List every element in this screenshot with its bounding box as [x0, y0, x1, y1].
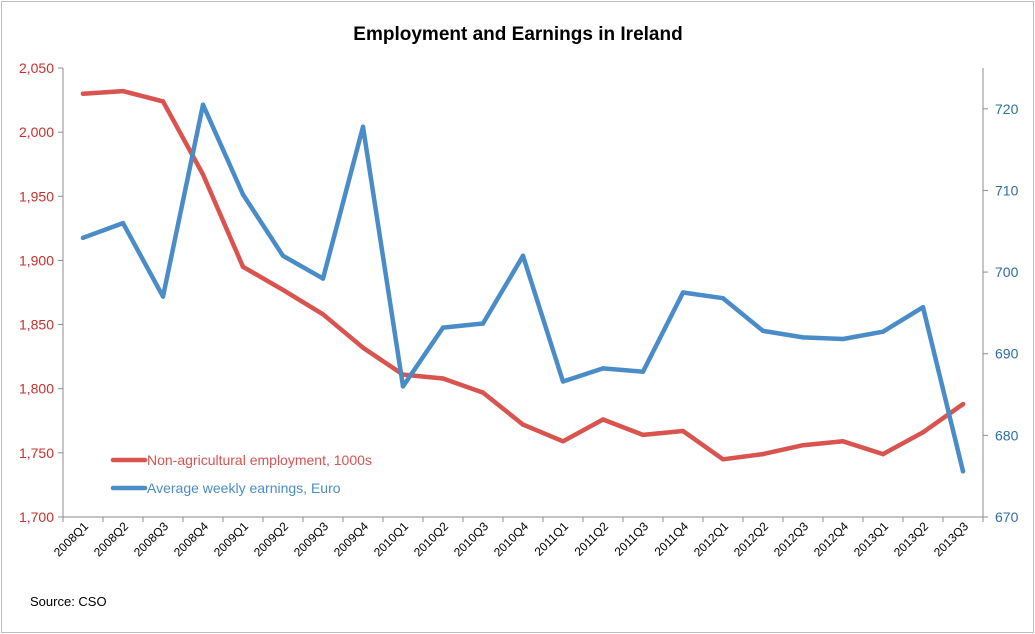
series-1-point — [640, 432, 646, 438]
series-2-point — [920, 304, 926, 310]
series-2-point — [600, 366, 606, 371]
series-line-1 — [80, 88, 966, 462]
series-2-point — [840, 336, 846, 342]
source-note: Source: CSO — [30, 594, 107, 609]
series-1-point — [80, 91, 86, 96]
series-1-point — [120, 88, 126, 94]
series-1-point — [720, 457, 726, 462]
series-1-point — [680, 428, 686, 434]
series-2-point — [160, 294, 166, 299]
x-tick-label: 2009Q4 — [331, 519, 371, 559]
series-2-point — [640, 369, 646, 374]
y-right-tick-label: 680 — [995, 427, 1019, 443]
x-tick-label: 2013Q3 — [931, 519, 971, 559]
series-1-point — [320, 312, 326, 317]
legend-label-2: Average weekly earnings, Euro — [147, 480, 341, 496]
x-tick-label: 2008Q3 — [131, 519, 171, 559]
series-layer — [80, 88, 966, 474]
series-2-point — [720, 296, 726, 301]
x-tick-label: 2010Q3 — [451, 519, 491, 559]
series-1-point — [560, 439, 566, 444]
series-2-point — [760, 328, 766, 334]
x-tick-label: 2012Q4 — [811, 519, 851, 559]
series-2-point — [320, 276, 326, 281]
series-1-point — [480, 390, 486, 395]
series-1-point — [880, 451, 886, 457]
x-tick-label: 2008Q4 — [171, 519, 211, 559]
x-tick-label: 2011Q4 — [652, 519, 692, 559]
y-left-tick-label: 1,800 — [19, 381, 54, 397]
series-1-point — [760, 451, 766, 457]
x-tick-label: 2009Q2 — [251, 519, 291, 559]
series-2-point — [880, 329, 886, 334]
series-2-point — [480, 321, 486, 326]
series-1-point — [360, 345, 366, 350]
y-left-tick-label: 2,050 — [19, 60, 54, 76]
x-tick-label: 2008Q2 — [91, 519, 131, 559]
y-right-tick-label: 690 — [995, 346, 1019, 362]
series-2-point — [200, 102, 206, 107]
series-2-point — [960, 469, 966, 474]
x-tick-label: 2009Q1 — [211, 519, 251, 559]
y-right-tick-label: 670 — [995, 509, 1019, 525]
y-right-tick-label: 700 — [995, 264, 1019, 280]
series-1-point — [960, 401, 966, 407]
x-tick-label: 2013Q1 — [851, 519, 891, 559]
series-1-point — [440, 376, 446, 381]
y-left-tick-label: 1,750 — [19, 445, 54, 461]
x-tick-label: 2013Q2 — [891, 519, 931, 559]
legend-label-1: Non-agricultural employment, 1000s — [147, 452, 372, 468]
y-left-tick-label: 2,000 — [19, 124, 54, 140]
series-1-point — [280, 287, 286, 293]
y-left-tick-label: 1,700 — [19, 509, 54, 525]
series-2-point — [360, 124, 366, 129]
chart-title: Employment and Earnings in Ireland — [353, 24, 682, 45]
y-left-tick-label: 1,900 — [19, 252, 54, 268]
y-left-tick-label: 1,850 — [19, 317, 54, 333]
series-2-point — [440, 325, 446, 330]
series-2-point — [560, 379, 566, 384]
x-tick-label: 2012Q1 — [691, 519, 731, 559]
legend: Non-agricultural employment, 1000s Averag… — [110, 452, 372, 496]
series-2-point — [800, 335, 806, 340]
series-1-point — [800, 442, 806, 448]
y-right-tick-label: 720 — [995, 101, 1019, 117]
series-2-point — [280, 253, 286, 258]
x-tick-label: 2011Q3 — [612, 519, 652, 559]
x-tick-label: 2010Q2 — [411, 519, 451, 559]
series-2-point — [120, 220, 126, 226]
x-tick-label: 2011Q2 — [572, 519, 612, 559]
series-1-point — [840, 439, 846, 444]
series-2-point — [680, 290, 686, 295]
x-tick-label: 2012Q2 — [731, 519, 771, 559]
x-tick-label: 2010Q4 — [491, 519, 531, 559]
x-tick-label: 2010Q1 — [371, 519, 411, 559]
series-2-point — [240, 192, 246, 197]
x-tick-label: 2008Q1 — [51, 519, 91, 559]
series-1-point — [160, 99, 166, 104]
series-1-point — [920, 430, 926, 435]
series-2-point — [80, 235, 86, 241]
series-line-2 — [80, 102, 966, 474]
series-1-point — [600, 417, 606, 422]
x-tick-label: 2009Q3 — [291, 519, 331, 559]
series-2-point — [520, 253, 526, 258]
x-tick-label: 2012Q3 — [771, 519, 811, 559]
series-1-point — [200, 172, 206, 177]
x-tick-label: 2011Q1 — [532, 519, 572, 559]
series-2-point — [400, 384, 406, 389]
y-left-tick-label: 1,950 — [19, 188, 54, 204]
series-1-point — [520, 422, 526, 427]
series-1-point — [240, 264, 246, 270]
y-right-tick-label: 710 — [995, 182, 1019, 198]
